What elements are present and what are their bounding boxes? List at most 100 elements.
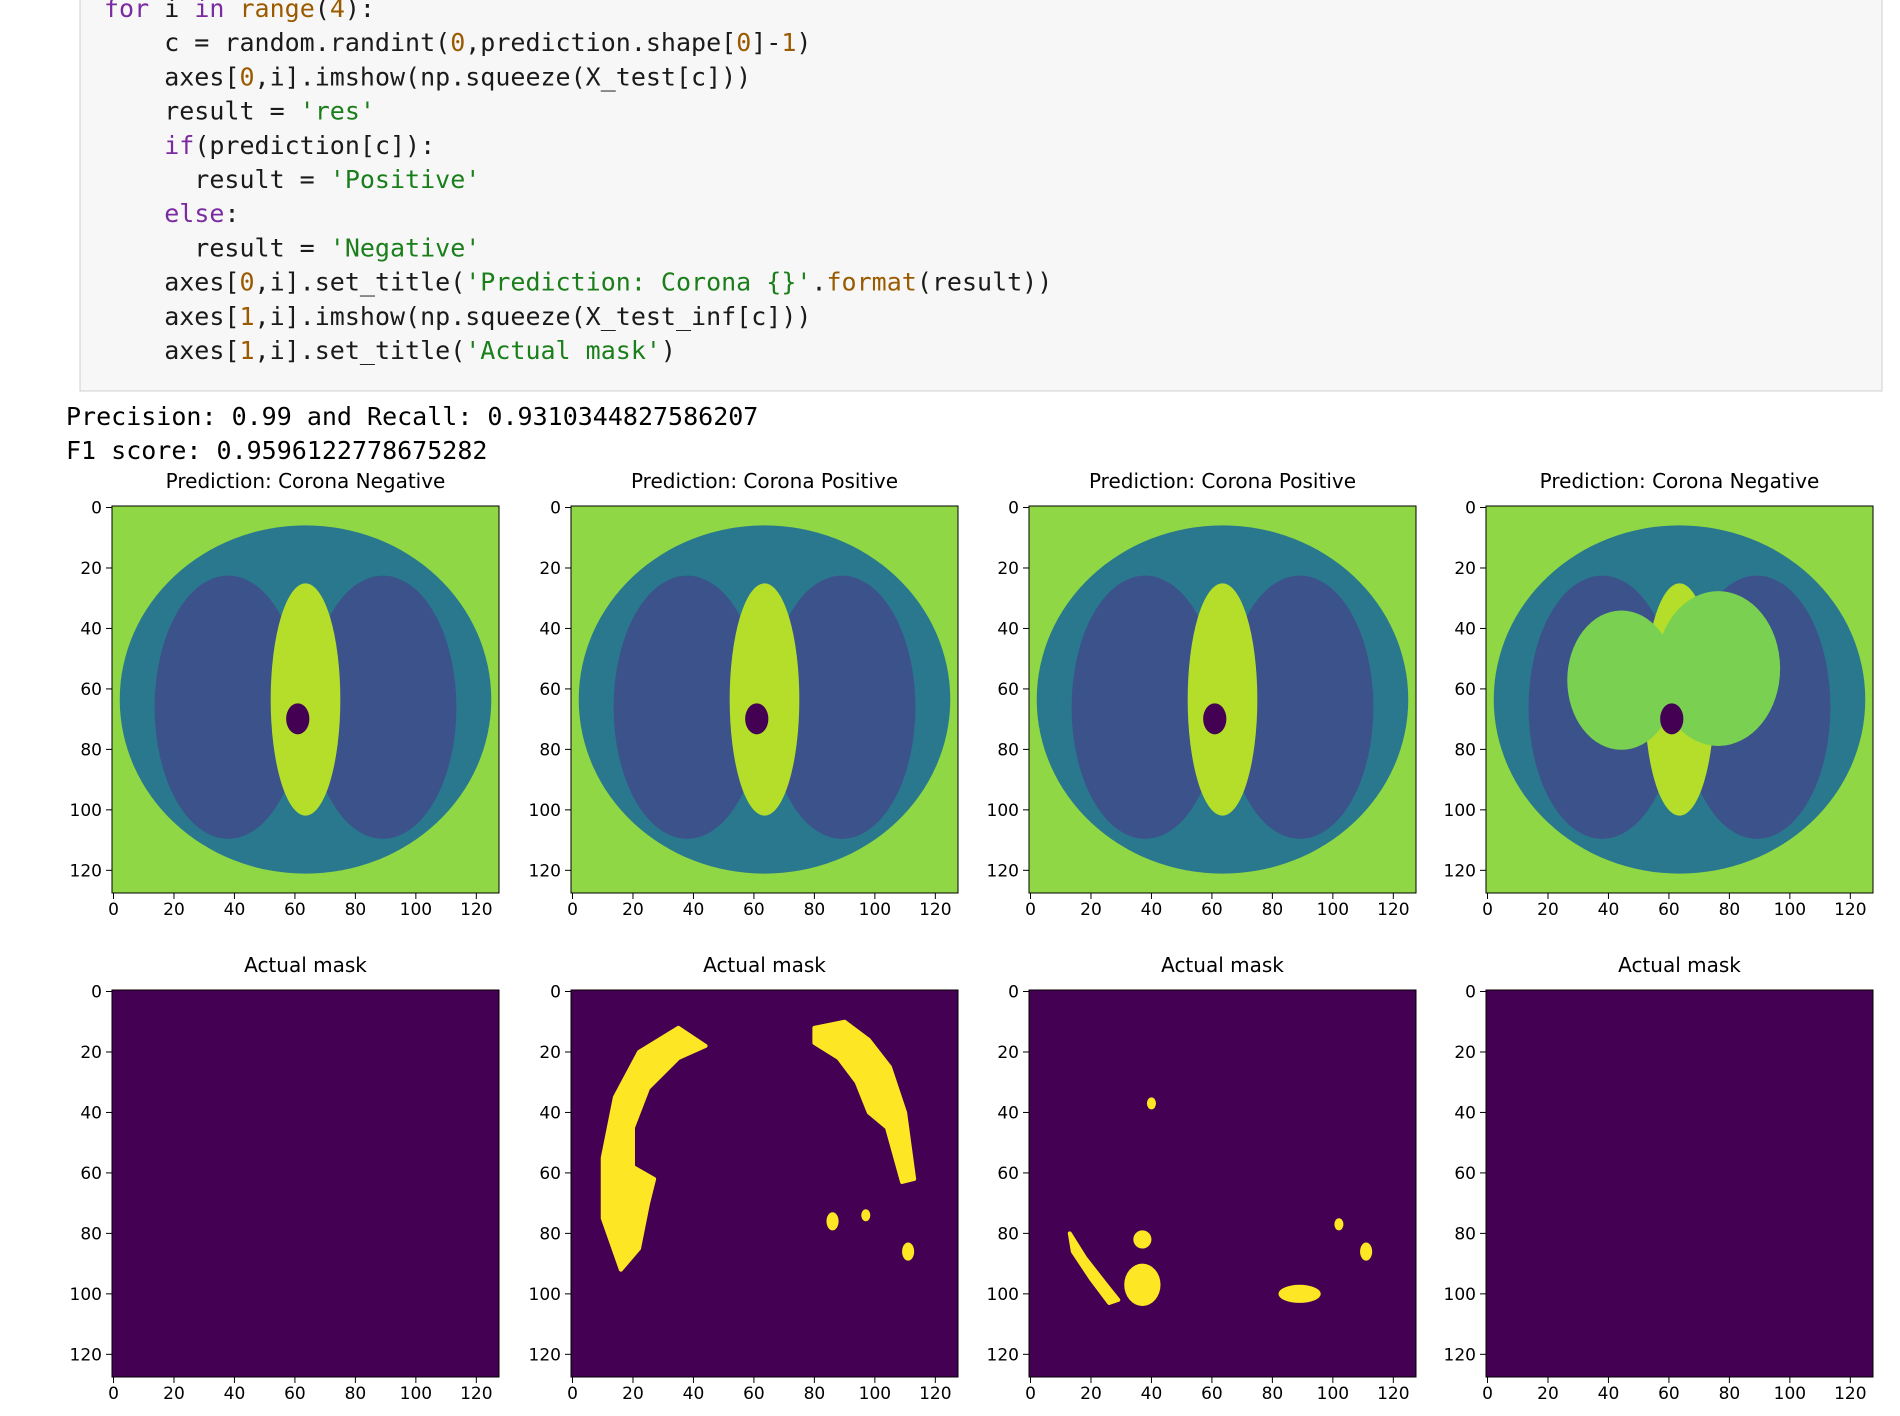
code-token: 0 [239,62,254,91]
y-tick-label: 0 [550,499,561,519]
x-tick-label: 0 [108,1384,119,1404]
y-tick-label: 120 [70,861,102,881]
y-tick-label: 120 [987,1345,1019,1365]
code-line: axes[0,i].imshow(np.squeeze(X_test[c])) [104,62,751,91]
x-tick-label: 120 [1834,1384,1866,1404]
y-tick-label: 100 [1444,1285,1476,1305]
y-tick-label: 0 [91,499,102,519]
x-tick-label: 120 [919,900,951,920]
x-tick-label: 40 [1141,900,1163,920]
ct-lung [613,575,761,839]
mask-image [1029,990,1416,1377]
code-token: 'Prediction: Corona {}' [465,268,811,297]
mask-image [571,990,958,1377]
code-token: for [104,0,149,23]
mask-region [600,1025,708,1272]
mask-image [1486,990,1873,1377]
x-tick-label: 100 [859,1384,891,1404]
y-tick-label: 0 [1008,499,1019,519]
code-token: ( [315,0,330,23]
x-tick-label: 60 [284,900,306,920]
y-tick-label: 80 [80,1224,102,1244]
code-token: 0 [736,28,751,57]
panel-title: Prediction: Corona Negative [166,469,446,493]
panel-title: Prediction: Corona Positive [1089,469,1356,493]
ct-mediastinum [1187,583,1258,816]
code-token: axes[ [104,302,239,331]
code-token: ): [345,0,375,23]
x-tick-label: 80 [804,900,826,920]
ct-mediastinum [729,583,800,816]
x-tick-label: 100 [400,900,432,920]
y-tick-label: 80 [1454,1224,1476,1244]
y-tick-label: 120 [1444,1345,1476,1365]
code-token: axes[ [104,268,239,297]
x-tick-label: 0 [1482,1384,1493,1404]
ct-lung [1226,575,1374,839]
code-cell[interactable] [79,0,1883,392]
code-token: 1 [781,28,796,57]
code-token: c = random.randint( [104,28,450,57]
code-token: ,i].imshow(np.squeeze(X_test_inf[c])) [255,302,812,331]
code-token: format [827,268,917,297]
mask-region [1146,1097,1156,1110]
mask-region [1360,1242,1373,1261]
x-tick-label: 60 [1201,1384,1223,1404]
x-tick-label: 40 [1598,1384,1620,1404]
ct-airway [286,703,310,735]
x-tick-label: 80 [345,900,367,920]
mask-bg [112,990,499,1377]
code-token: 'Positive' [330,165,481,194]
x-tick-label: 60 [743,900,765,920]
y-tick-label: 100 [70,1285,102,1305]
x-tick-label: 80 [345,1384,367,1404]
code-token: ,i].imshow(np.squeeze(X_test[c])) [255,62,752,91]
y-tick-label: 0 [1465,983,1476,1003]
x-tick-label: 0 [567,900,578,920]
code-line: axes[1,i].imshow(np.squeeze(X_test_inf[c… [104,302,811,331]
y-tick-label: 40 [997,1103,1019,1123]
x-tick-label: 120 [1377,1384,1409,1404]
y-tick-label: 60 [539,680,561,700]
y-tick-label: 0 [91,983,102,1003]
x-tick-label: 0 [1025,1384,1036,1404]
y-tick-label: 60 [997,680,1019,700]
ct-image [112,506,499,893]
code-token: result = [104,97,300,126]
code-token: (prediction[c]): [194,131,435,160]
y-tick-label: 120 [529,1345,561,1365]
y-tick-label: 80 [80,740,102,760]
x-tick-label: 20 [163,900,185,920]
y-tick-label: 0 [1008,983,1019,1003]
axes-frame [1485,989,1874,1378]
x-tick-label: 20 [1537,1384,1559,1404]
x-tick-label: 80 [1262,1384,1284,1404]
y-tick-label: 80 [539,1224,561,1244]
ct-lung [768,575,916,839]
y-tick-label: 20 [997,559,1019,579]
x-tick-label: 60 [743,1384,765,1404]
code-token: axes[ [104,62,239,91]
y-tick-label: 40 [80,619,102,639]
x-tick-label: 120 [460,900,492,920]
ct-image [571,506,958,893]
x-tick-label: 120 [1834,900,1866,920]
axes-frame [1485,505,1874,894]
y-tick-label: 40 [1454,619,1476,639]
code-line: axes[1,i].set_title('Actual mask') [104,336,676,365]
panel-title: Actual mask [703,953,826,977]
code-token: if [164,131,194,160]
code-token: else [164,199,224,228]
code-token [104,199,164,228]
x-tick-label: 120 [1377,900,1409,920]
y-tick-label: 120 [1444,861,1476,881]
ct-airway [1660,703,1684,735]
y-tick-label: 60 [997,1164,1019,1184]
y-tick-label: 80 [997,1224,1019,1244]
axes-frame [570,505,959,894]
x-tick-label: 80 [1262,900,1284,920]
code-line: else: [104,199,240,228]
code-token: 4 [330,0,345,23]
ct-airway [745,703,769,735]
y-tick-label: 20 [539,559,561,579]
